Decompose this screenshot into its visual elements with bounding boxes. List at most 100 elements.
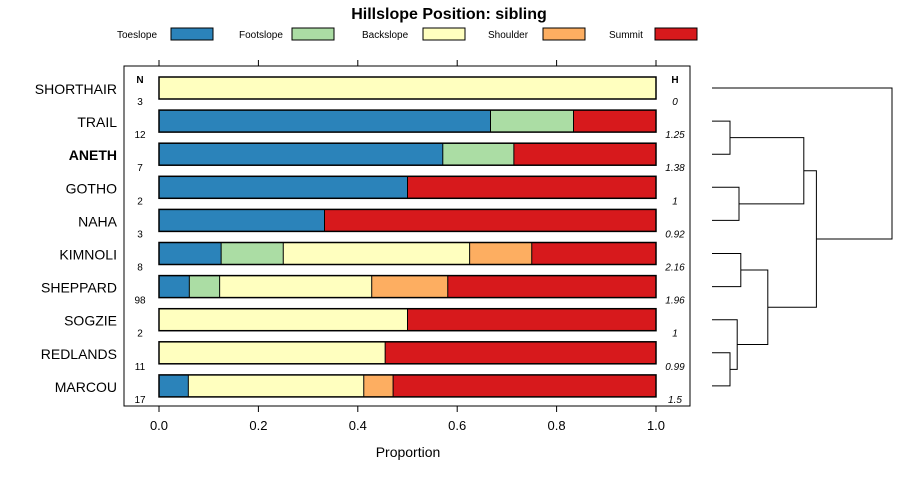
bar-kimnoli-toeslope [159,242,222,265]
bar-marcou-toeslope [159,374,189,397]
bar-gotho-toeslope [159,176,408,199]
h-value-redlands: 0.99 [665,362,685,373]
row-label-kimnoli: KIMNOLI [59,247,117,263]
n-value-sogzie: 2 [137,329,143,340]
legend: Toeslope Footslope Backslope Shoulder Summit [117,27,698,41]
row-label-sheppard: SHEPPARD [41,280,117,296]
bar-aneth-summit [513,143,656,166]
bar-gotho-summit [407,176,656,199]
legend-swatch-shoulder [542,27,586,41]
row-label-marcou: MARCOU [55,379,117,395]
bar-marcou-backslope [188,374,364,397]
legend-label-summit: Summit [609,30,643,41]
bars-group [158,76,657,398]
dendrogram [712,87,893,387]
bar-outline-naha [158,208,657,233]
bar-outline-gotho [158,175,657,200]
row-label-redlands: REDLANDS [41,346,117,362]
row-label-trail: TRAIL [77,114,117,130]
legend-swatch-backslope [422,27,466,41]
n-value-sheppard: 98 [134,296,146,307]
legend-label-backslope: Backslope [362,30,409,41]
bar-trail-toeslope [159,110,491,133]
bar-redlands-backslope [159,341,386,364]
x-tick-label: 0.6 [448,418,466,433]
dendrogram-link [712,319,738,370]
bar-outline-trail [158,109,657,133]
dendrogram-link [737,269,769,346]
dendrogram-link [712,120,731,155]
h-value-shorthair: 0 [672,97,678,108]
n-value-redlands: 11 [135,362,146,373]
legend-swatch-footslope [291,27,335,41]
dendrogram-link [767,170,817,308]
dendrogram-link [712,253,742,288]
legend-swatch-summit [654,27,698,41]
row-label-sogzie: SOGZIE [64,313,117,329]
bar-naha-toeslope [159,209,325,232]
bar-outline-redlands [158,341,657,365]
dendrogram-link [712,352,731,387]
n-value-trail: 12 [134,130,146,141]
h-value-aneth: 1.38 [665,163,685,174]
bar-marcou-shoulder [363,374,394,397]
bar-redlands-summit [385,341,656,364]
row-label-shorthair: SHORTHAIR [35,81,117,97]
row-label-gotho: GOTHO [66,180,117,196]
bar-trail-footslope [490,110,574,133]
x-axis-title: Proportion [376,444,441,460]
bar-sheppard-shoulder [371,275,448,298]
x-tick-label: 0.4 [349,418,367,433]
h-value-kimnoli: 2.16 [664,263,685,274]
legend-label-toeslope: Toeslope [117,30,157,41]
n-column-header: N [136,75,143,86]
x-tick-label: 0.0 [150,418,168,433]
bar-sheppard-toeslope [159,275,190,298]
dendrogram-link [730,137,805,205]
bar-aneth-footslope [442,143,514,166]
bar-outline-sogzie [158,307,657,332]
bar-aneth-toeslope [159,143,443,166]
h-column-header: H [671,75,678,86]
row-label-aneth: ANETH [69,147,117,163]
bar-kimnoli-backslope [283,242,470,265]
h-value-marcou: 1.5 [668,395,682,406]
x-tick-label: 1.0 [647,418,665,433]
dendrogram-link [712,87,893,240]
h-value-trail: 1.25 [665,130,685,141]
bar-outline-sheppard [158,274,657,299]
h-value-naha: 0.92 [665,229,685,240]
row-label-naha: NAHA [78,213,118,229]
bar-kimnoli-shoulder [469,242,532,265]
h-value-gotho: 1 [672,196,678,207]
plot-frame [123,65,691,407]
bar-outline-aneth [158,142,657,166]
h-value-sogzie: 1 [672,329,678,340]
x-tick-label: 0.8 [548,418,566,433]
bar-sogzie-summit [407,308,656,331]
bar-kimnoli-footslope [221,242,284,265]
bar-naha-summit [324,209,656,232]
x-axis: 0.0 0.2 0.4 0.6 0.8 1.0 [150,60,665,433]
chart-title: Hillslope Position: sibling [351,6,547,23]
bar-sheppard-backslope [219,275,372,298]
h-value-sheppard: 1.96 [665,296,685,307]
dendrogram-link [712,186,740,221]
legend-swatch-toeslope [170,27,214,41]
legend-label-footslope: Footslope [239,30,283,41]
bar-marcou-summit [393,374,656,397]
bar-sheppard-footslope [189,275,220,298]
x-tick-label: 0.2 [249,418,267,433]
bar-outline-kimnoli [158,241,657,266]
n-value-shorthair: 3 [137,97,143,108]
bar-outline-shorthair [158,76,657,100]
n-value-kimnoli: 8 [137,263,143,274]
n-value-aneth: 7 [137,163,143,174]
bar-outline-marcou [158,374,657,398]
n-value-naha: 3 [137,229,143,240]
bar-sogzie-backslope [159,308,408,331]
legend-label-shoulder: Shoulder [488,30,529,41]
n-value-gotho: 2 [137,196,143,207]
